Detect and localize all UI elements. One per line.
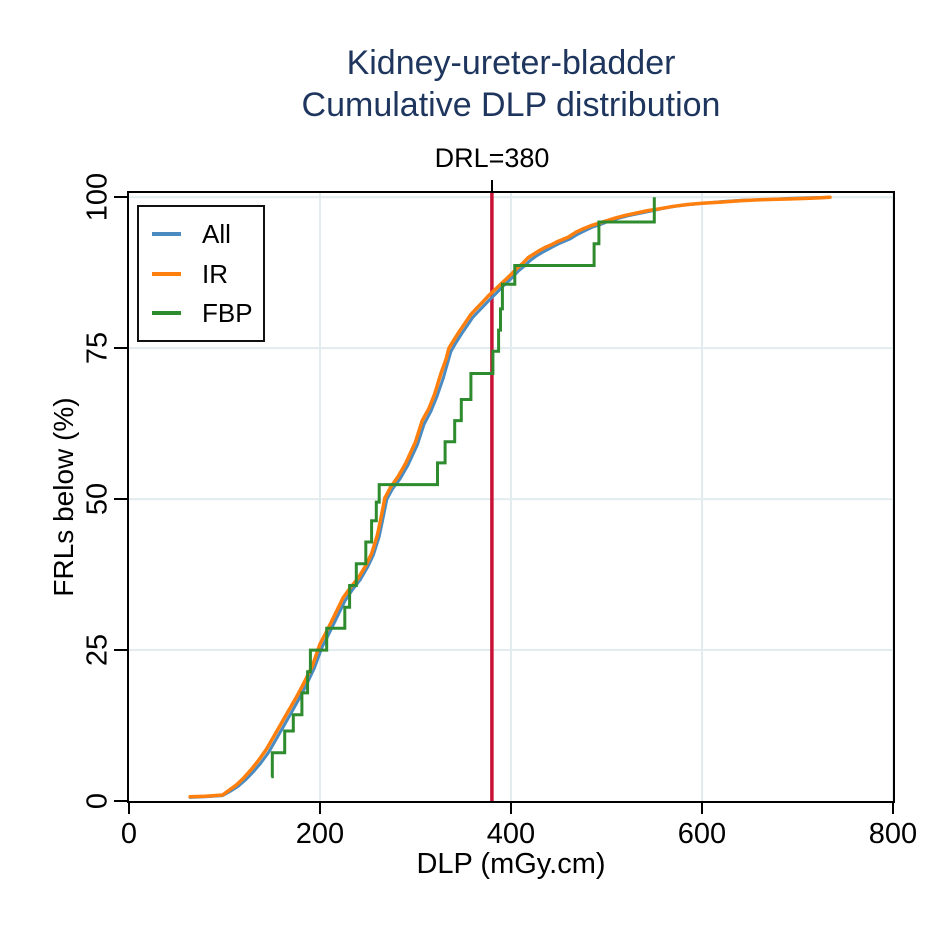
legend-item-ir: IR <box>152 261 263 287</box>
y-tick-label: 0 <box>81 792 114 810</box>
y-axis-tick <box>114 498 127 501</box>
y-axis-tick <box>114 196 127 199</box>
y-axis-tick <box>114 800 127 802</box>
y-tick-label: 25 <box>81 633 114 667</box>
drl-annotation-label: DRL=380 <box>434 143 550 173</box>
x-tick-label: 800 <box>868 818 918 850</box>
y-axis-tick <box>114 347 127 350</box>
x-tick-label: 600 <box>677 818 727 850</box>
legend-swatch-all <box>152 231 181 236</box>
legend-item-all: All <box>152 221 263 247</box>
plot-canvas <box>129 193 893 801</box>
y-axis-tick <box>114 649 127 652</box>
series-ir-curve <box>188 195 832 799</box>
y-axis-label: FRLs below (%) <box>48 397 79 597</box>
legend-label-fbp: FBP <box>202 298 253 329</box>
x-tick-label: 400 <box>486 818 536 850</box>
legend: All IR FBP <box>137 205 265 342</box>
legend-label-ir: IR <box>202 258 228 289</box>
legend-swatch-ir <box>152 271 181 276</box>
legend-item-fbp: FBP <box>152 300 263 326</box>
y-tick-label: 75 <box>81 332 114 365</box>
x-tick-label: 200 <box>295 818 345 850</box>
legend-label-all: All <box>202 218 231 249</box>
x-axis-tick <box>319 803 321 814</box>
x-axis-tick <box>510 803 512 814</box>
series-fbp-curve <box>270 197 656 779</box>
chart-title-line2: Cumulative DLP distribution <box>301 86 721 124</box>
x-axis-label: DLP (mGy.cm) <box>416 848 606 880</box>
drl-top-tick <box>490 180 493 193</box>
x-axis-tick <box>701 803 703 814</box>
x-axis-tick <box>892 803 894 814</box>
x-tick-label: 0 <box>120 818 138 850</box>
legend-swatch-fbp <box>152 311 181 316</box>
chart-title: Kidney-ureter-bladder Cumulative DLP dis… <box>129 42 893 126</box>
x-axis-tick <box>128 803 130 814</box>
y-tick-label: 100 <box>81 173 114 222</box>
y-tick-label: 50 <box>81 482 114 516</box>
chart-title-line1: Kidney-ureter-bladder <box>346 44 676 82</box>
